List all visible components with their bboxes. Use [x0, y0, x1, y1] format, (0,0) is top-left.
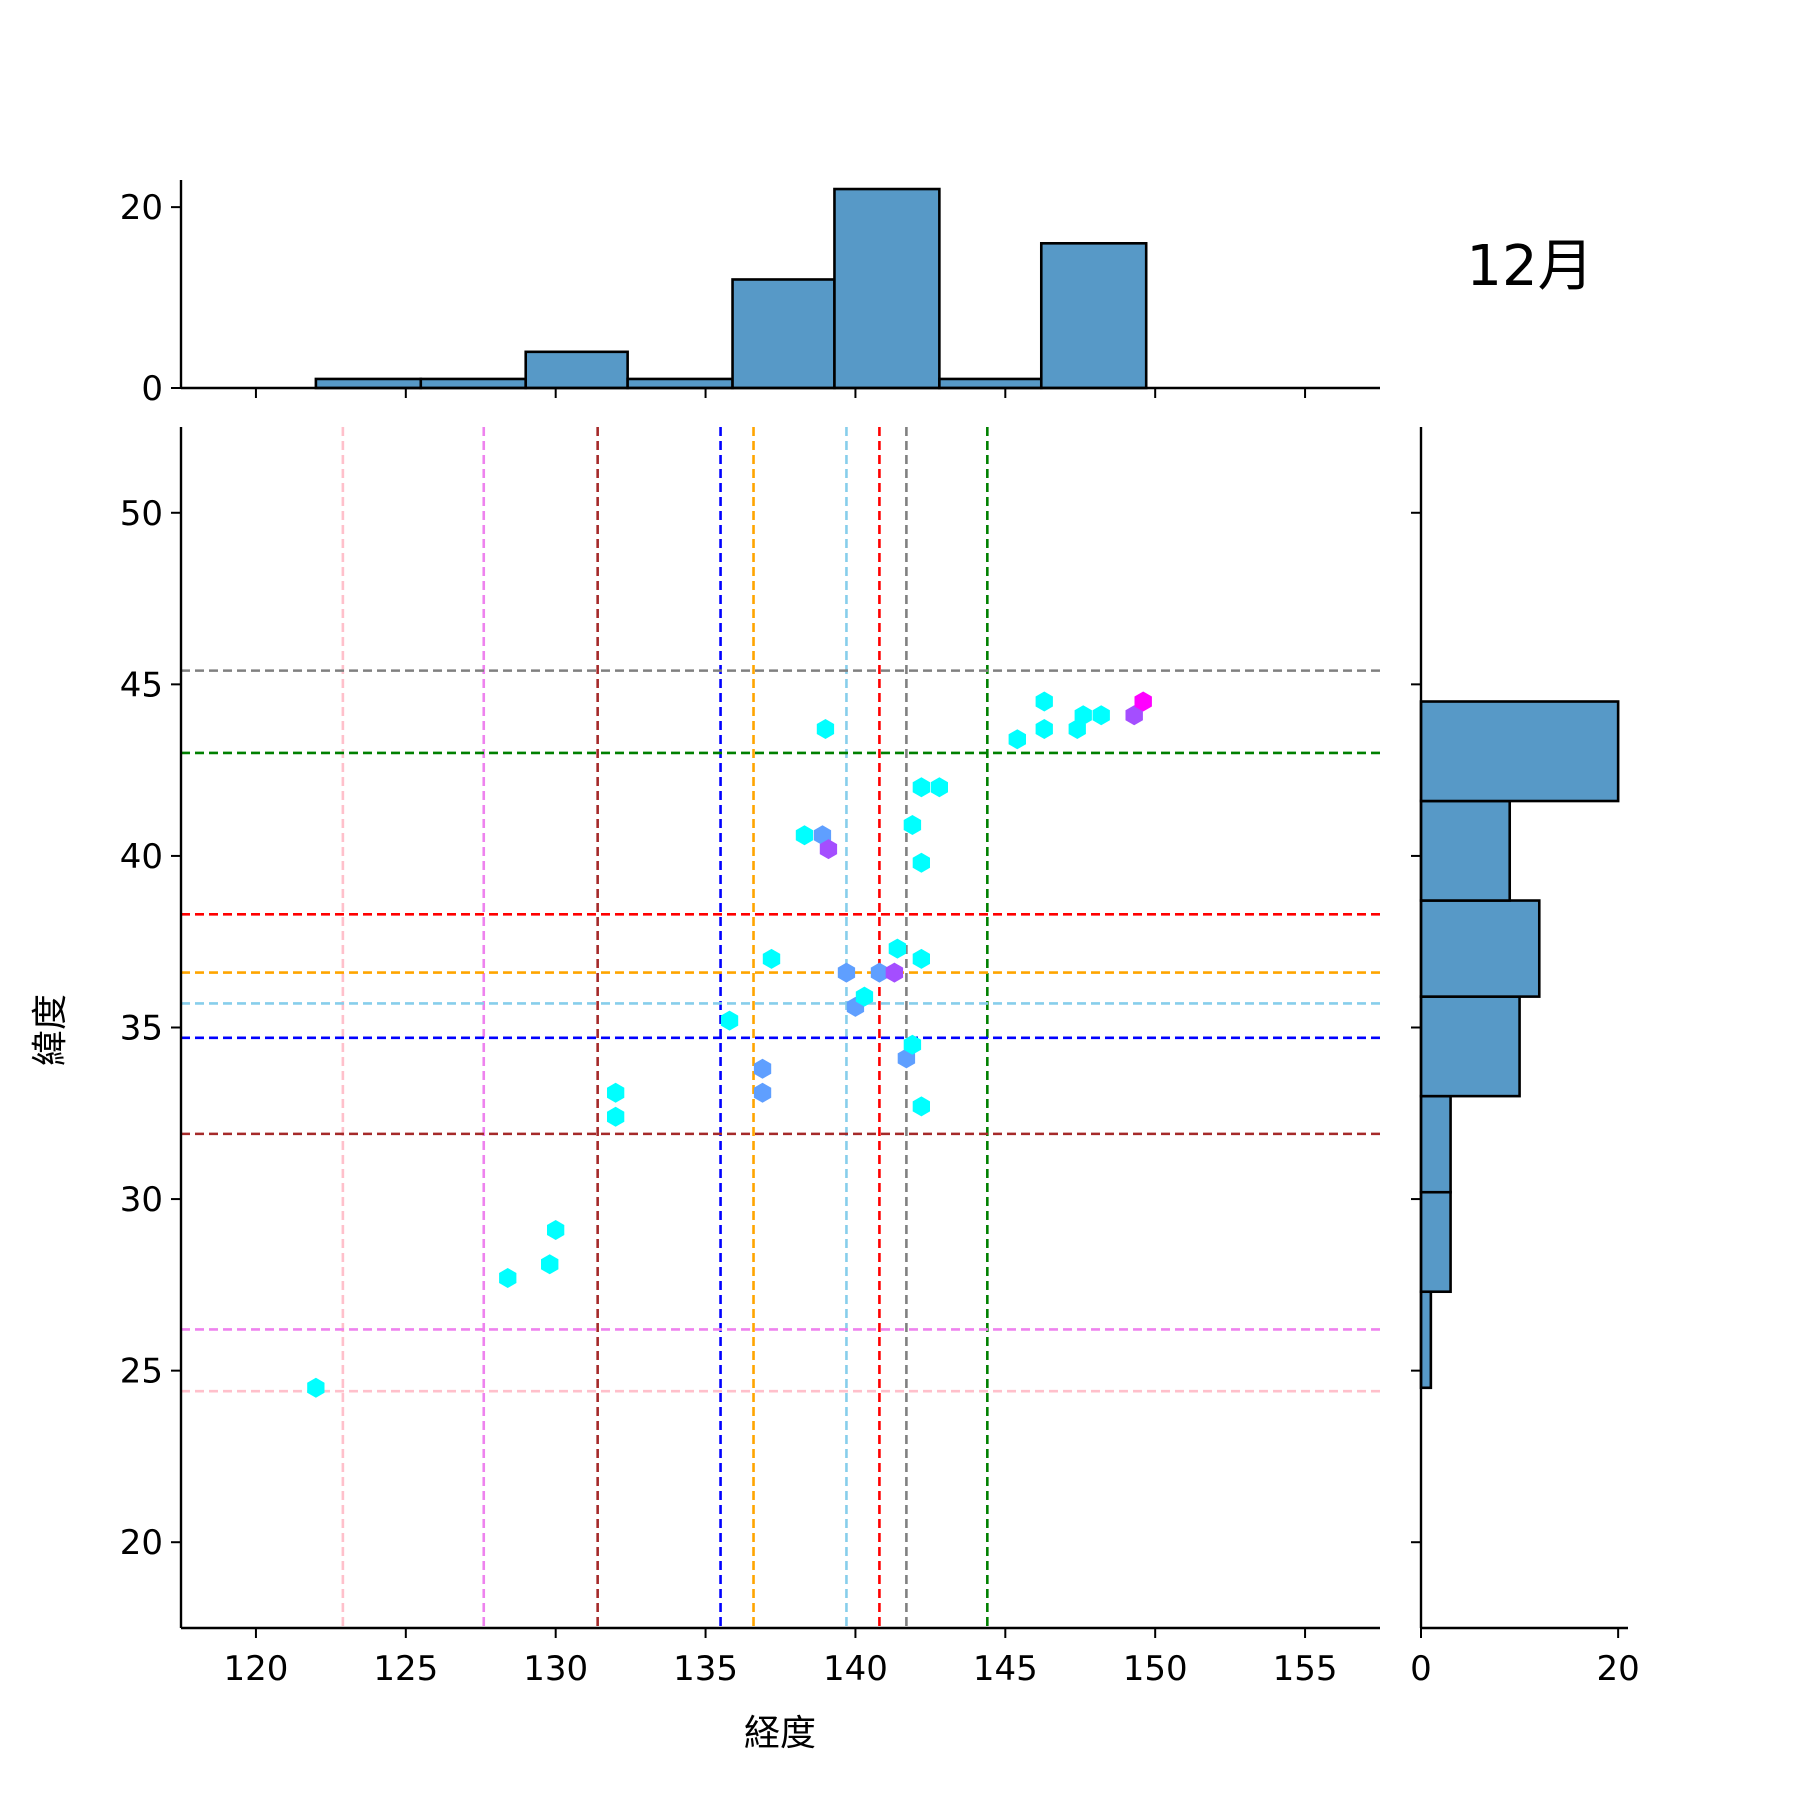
hex-point: [307, 1377, 325, 1398]
y-tick-label: 20: [120, 1523, 163, 1563]
hex-point: [795, 825, 814, 846]
top-hist-y-tick-label: 0: [141, 369, 163, 409]
y-tick-label: 25: [120, 1352, 163, 1392]
hex-point: [885, 962, 904, 983]
y-tick-label: 50: [120, 494, 163, 534]
marginal-x-histogram: [314, 187, 1148, 390]
histogram-bar: [314, 377, 423, 390]
histogram-bar: [731, 278, 836, 390]
histogram-bar: [1419, 1190, 1452, 1294]
histogram-bar: [833, 187, 941, 390]
hex-point: [1035, 691, 1053, 712]
y-tick-label: 45: [120, 665, 163, 705]
histogram-bar: [1419, 1094, 1452, 1194]
histogram-bar: [626, 377, 734, 390]
x-tick-label: 120: [223, 1649, 288, 1689]
y-tick-label: 40: [120, 837, 163, 877]
hex-point: [1074, 705, 1092, 726]
y-tick-label: 35: [120, 1009, 163, 1049]
histogram-bar: [524, 350, 629, 390]
hex-point: [888, 938, 907, 959]
histogram-bar: [1419, 799, 1512, 902]
hexbin-points: [307, 691, 1152, 1398]
x-tick-label: 130: [523, 1649, 588, 1689]
hex-point: [912, 852, 930, 873]
x-tick-label: 140: [823, 1649, 888, 1689]
hex-point: [1134, 691, 1152, 712]
reference-lines: [181, 427, 1380, 1628]
hex-point: [903, 1034, 922, 1055]
hex-point: [930, 777, 948, 798]
x-tick-label: 145: [973, 1649, 1038, 1689]
hex-point: [753, 1082, 772, 1103]
hex-point: [1008, 729, 1026, 750]
x-axis-label: 経度: [744, 1713, 816, 1754]
hex-point: [541, 1254, 559, 1275]
hex-point: [1035, 719, 1053, 739]
right-hist-x-tick-label: 20: [1597, 1649, 1640, 1689]
hex-point: [816, 719, 835, 739]
histogram-bar: [938, 377, 1043, 390]
right-hist-x-tick-label: 0: [1410, 1649, 1432, 1689]
hex-point: [607, 1106, 625, 1127]
histogram-bar: [1419, 1290, 1433, 1390]
hex-point: [1125, 705, 1143, 726]
hex-point: [855, 986, 874, 1007]
hex-point: [819, 839, 838, 860]
x-tick-label: 150: [1123, 1649, 1188, 1689]
histogram-bar: [1419, 995, 1521, 1098]
hex-point: [753, 1058, 772, 1079]
marginal-y-histogram: [1419, 700, 1620, 1390]
hex-point: [912, 1096, 930, 1117]
hex-point: [837, 962, 856, 983]
hex-point: [1092, 705, 1110, 726]
axes: 120 125 130 135 140 145 150 155 20 25 30 35 40 45 50 0 2…: [120, 180, 1640, 1689]
hex-point: [720, 1010, 739, 1031]
histogram-bar: [1039, 242, 1148, 390]
hex-point: [547, 1220, 565, 1240]
hex-point: [870, 962, 889, 983]
histogram-bar: [1419, 899, 1541, 998]
hex-point: [607, 1082, 625, 1103]
x-tick-label: 155: [1273, 1649, 1338, 1689]
y-tick-label: 30: [120, 1180, 163, 1220]
y-axis-label: 緯度: [30, 994, 71, 1066]
hex-point: [762, 948, 781, 969]
month-annotation: 12月: [1466, 234, 1593, 299]
hex-point: [499, 1268, 517, 1288]
x-tick-label: 125: [373, 1649, 438, 1689]
histogram-bar: [1419, 700, 1620, 803]
histogram-bar: [419, 377, 528, 390]
top-hist-y-tick-label: 20: [120, 188, 163, 228]
x-tick-label: 135: [673, 1649, 738, 1689]
hex-point: [903, 815, 922, 835]
hex-point: [912, 948, 930, 969]
hex-point: [912, 777, 930, 798]
